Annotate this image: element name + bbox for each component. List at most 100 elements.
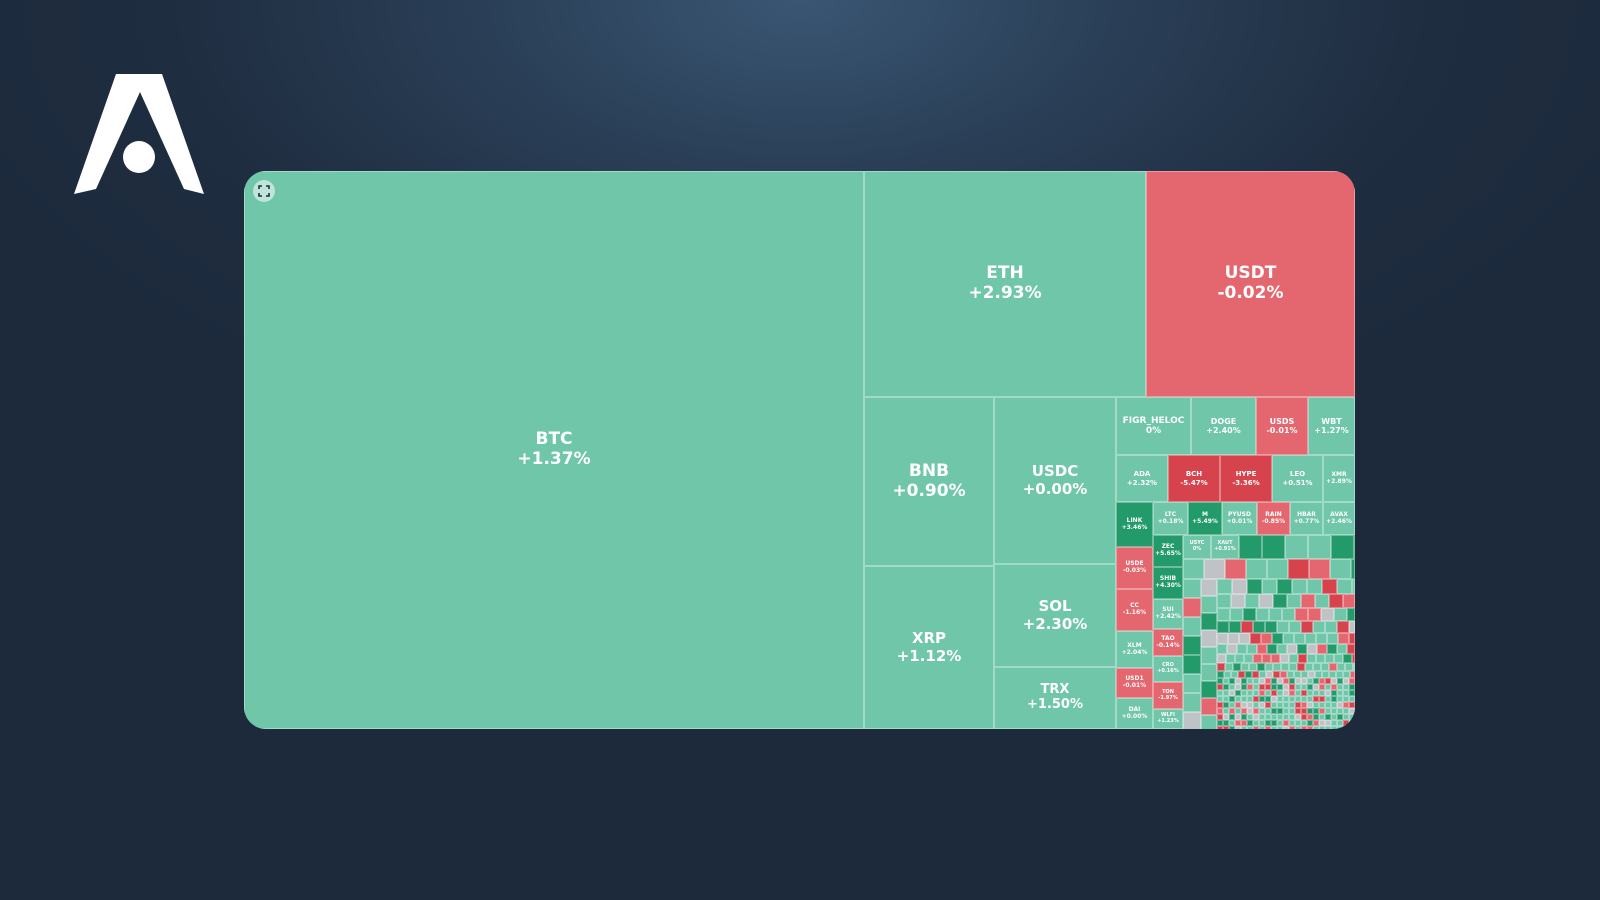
small-cap-tile[interactable] [1253,708,1259,714]
small-cap-tile[interactable] [1271,678,1277,684]
small-cap-tile[interactable] [1277,726,1283,729]
small-cap-tile[interactable] [1247,708,1253,714]
small-cap-tile[interactable] [1247,579,1262,594]
small-cap-tile[interactable] [1313,696,1319,702]
small-cap-tile[interactable] [1289,690,1295,696]
small-cap-tile[interactable] [1313,621,1325,633]
small-cap-tile[interactable] [1301,702,1307,708]
small-cap-tile[interactable] [1241,726,1247,729]
small-cap-tile[interactable] [1247,702,1253,708]
small-cap-tile[interactable] [1217,579,1232,594]
small-cap-tile[interactable] [1345,663,1353,671]
small-cap-tile[interactable] [1273,663,1281,671]
small-cap-tile[interactable] [1331,720,1337,726]
tile-sol[interactable]: SOL +2.30% [994,564,1116,667]
small-cap-tile[interactable] [1343,678,1349,684]
small-cap-tile[interactable] [1217,633,1228,644]
small-cap-tile[interactable] [1313,726,1319,729]
small-cap-tile[interactable] [1331,535,1354,559]
small-cap-tile[interactable] [1265,720,1271,726]
small-cap-tile[interactable] [1289,726,1295,729]
small-cap-tile[interactable] [1228,633,1239,644]
tile-ltc[interactable]: LTC +0.18% [1153,502,1188,535]
small-cap-tile[interactable] [1319,684,1325,690]
small-cap-tile[interactable] [1319,726,1325,729]
small-cap-tile[interactable] [1338,633,1349,644]
small-cap-tile[interactable] [1331,678,1337,684]
small-cap-tile[interactable] [1295,714,1301,720]
small-cap-tile[interactable] [1313,708,1319,714]
small-cap-tile[interactable] [1307,696,1313,702]
small-cap-tile[interactable] [1229,702,1235,708]
small-cap-tile[interactable] [1265,690,1271,696]
small-cap-tile[interactable] [1349,621,1355,633]
small-cap-tile[interactable] [1201,681,1217,698]
small-cap-tile[interactable] [1273,594,1287,608]
small-cap-tile[interactable] [1259,684,1265,690]
small-cap-tile[interactable] [1223,714,1229,720]
small-cap-tile[interactable] [1343,708,1349,714]
small-cap-tile[interactable] [1350,671,1355,678]
small-cap-tile[interactable] [1316,654,1325,663]
small-cap-tile[interactable] [1283,720,1289,726]
tile-xmr[interactable]: XMR +2.89% [1323,455,1355,502]
small-cap-tile[interactable] [1232,579,1247,594]
small-cap-tile[interactable] [1308,608,1321,621]
small-cap-tile[interactable] [1331,726,1337,729]
small-cap-tile[interactable] [1329,663,1337,671]
small-cap-tile[interactable] [1267,559,1288,579]
small-cap-tile[interactable] [1183,617,1201,636]
small-cap-tile[interactable] [1343,594,1355,608]
small-cap-tile[interactable] [1313,690,1319,696]
small-cap-tile[interactable] [1289,684,1295,690]
small-cap-tile[interactable] [1247,644,1257,654]
small-cap-tile[interactable] [1217,684,1223,690]
small-cap-tile[interactable] [1283,684,1289,690]
small-cap-tile[interactable] [1315,594,1329,608]
small-cap-tile[interactable] [1217,720,1223,726]
small-cap-tile[interactable] [1322,671,1329,678]
small-cap-tile[interactable] [1349,720,1355,726]
small-cap-tile[interactable] [1259,690,1265,696]
tile-pyusd[interactable]: PYUSD +0.01% [1222,502,1257,535]
small-cap-tile[interactable] [1289,663,1297,671]
small-cap-tile[interactable] [1289,714,1295,720]
small-cap-tile[interactable] [1307,690,1313,696]
small-cap-tile[interactable] [1229,678,1235,684]
small-cap-tile[interactable] [1269,608,1282,621]
small-cap-tile[interactable] [1295,690,1301,696]
small-cap-tile[interactable] [1319,714,1325,720]
small-cap-tile[interactable] [1308,535,1331,559]
small-cap-tile[interactable] [1307,579,1322,594]
small-cap-tile[interactable] [1253,684,1259,690]
small-cap-tile[interactable] [1217,654,1226,663]
tile-m[interactable]: M +5.49% [1188,502,1222,535]
small-cap-tile[interactable] [1289,720,1295,726]
small-cap-tile[interactable] [1325,690,1331,696]
small-cap-tile[interactable] [1307,720,1313,726]
small-cap-tile[interactable] [1224,671,1231,678]
small-cap-tile[interactable] [1223,702,1229,708]
tile-doge[interactable]: DOGE +2.40% [1191,397,1256,455]
small-cap-tile[interactable] [1277,644,1287,654]
small-cap-tile[interactable] [1235,684,1241,690]
small-cap-tile[interactable] [1289,678,1295,684]
small-cap-tile[interactable] [1352,654,1355,663]
tile-usdc[interactable]: USDC +0.00% [994,397,1116,564]
small-cap-tile[interactable] [1277,678,1283,684]
small-cap-tile[interactable] [1223,684,1229,690]
small-cap-tile[interactable] [1289,654,1298,663]
small-cap-tile[interactable] [1329,594,1343,608]
small-cap-tile[interactable] [1337,663,1345,671]
small-cap-tile[interactable] [1277,579,1292,594]
small-cap-tile[interactable] [1253,726,1259,729]
small-cap-tile[interactable] [1235,702,1241,708]
small-cap-tile[interactable] [1229,720,1235,726]
tile-bch[interactable]: BCH -5.47% [1168,455,1220,502]
small-cap-tile[interactable] [1325,714,1331,720]
small-cap-tile[interactable] [1259,702,1265,708]
small-cap-tile[interactable] [1245,671,1252,678]
tile-btc[interactable]: BTC +1.37% [244,171,864,729]
small-cap-tile[interactable] [1334,608,1347,621]
small-cap-tile[interactable] [1319,690,1325,696]
